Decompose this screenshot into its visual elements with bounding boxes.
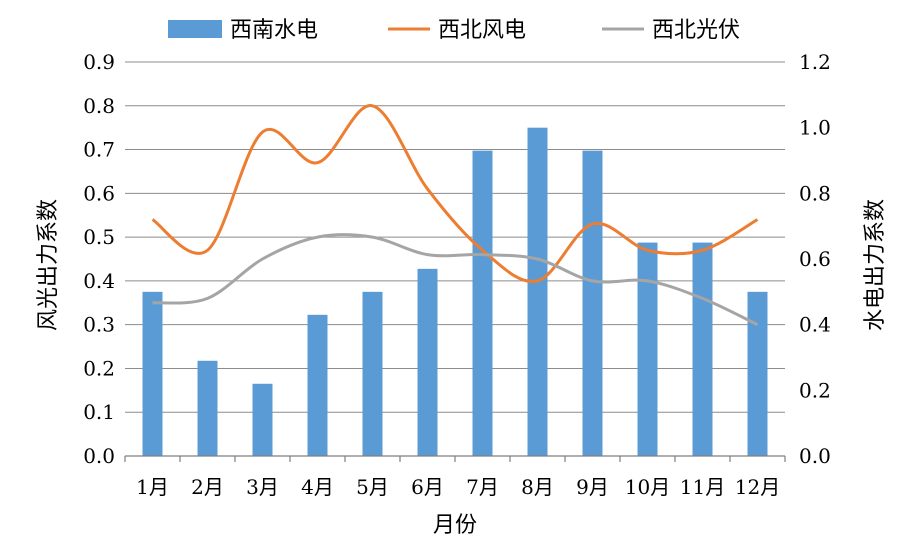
x-tick-label: 4月 (301, 475, 334, 499)
y-left-tick-label: 0.8 (83, 94, 115, 118)
y-right-tick-label: 0.4 (799, 313, 831, 337)
bar (692, 242, 713, 456)
x-tick-label: 2月 (191, 475, 224, 499)
y-left-tick-label: 0.4 (83, 269, 115, 293)
bar (527, 127, 548, 457)
y-left-tick-label: 0.5 (83, 225, 115, 249)
bar (472, 150, 493, 456)
bar (582, 150, 603, 456)
bar (362, 291, 383, 456)
x-tick-label: 8月 (521, 475, 554, 499)
wind-line (151, 104, 759, 283)
y-axis-left-title: 风光出力系数 (36, 199, 61, 331)
x-tick-label: 6月 (411, 475, 444, 499)
legend-label: 西北光伏 (652, 18, 740, 43)
x-tick-label: 9月 (576, 475, 609, 499)
axes: 0.0 0.1 0.2 0.3 0.4 0.5 0.6 0.7 0.8 0.9 0.0 0.2 0.4 0… (83, 50, 831, 499)
legend-label: 西南水电 (230, 18, 318, 43)
bar (637, 242, 658, 456)
y-right-tick-label: 0.6 (799, 247, 831, 271)
y-left-tick-label: 0.9 (83, 50, 115, 74)
y-right-tick-label: 0.2 (799, 378, 831, 402)
y-right-tick-label: 0.8 (799, 181, 831, 205)
x-tick-label: 12月 (735, 475, 780, 499)
x-tick-label: 3月 (246, 475, 279, 499)
legend-swatch-bar (168, 20, 222, 38)
y-left-tick-label: 0.0 (83, 444, 115, 468)
bar-series (142, 127, 768, 457)
bar (747, 291, 768, 456)
x-tick-label: 5月 (356, 475, 389, 499)
bar (307, 314, 328, 456)
bar (417, 268, 438, 456)
x-tick-label: 10月 (625, 475, 670, 499)
y-left-tick-label: 0.2 (83, 356, 115, 380)
y-axis-right-title: 水电出力系数 (863, 199, 888, 331)
y-right-tick-label: 1.0 (799, 116, 831, 140)
y-left-tick-label: 0.3 (83, 313, 115, 337)
line-series (151, 104, 759, 327)
legend-label: 西北风电 (438, 18, 526, 43)
y-right-tick-label: 1.2 (799, 50, 831, 74)
y-left-tick-label: 0.7 (83, 138, 115, 162)
x-tick-label: 11月 (680, 475, 725, 499)
x-tick-label: 7月 (466, 475, 499, 499)
bar (142, 291, 163, 456)
x-tick-label: 1月 (136, 475, 169, 499)
solar-line (152, 233, 759, 327)
legend: 西南水电 西北风电 西北光伏 (168, 18, 740, 43)
x-axis-title: 月份 (433, 513, 477, 538)
gridlines (125, 61, 785, 413)
y-right-tick-label: 0.0 (799, 444, 831, 468)
y-left-tick-label: 0.6 (83, 181, 115, 205)
y-left-tick-label: 0.1 (83, 400, 115, 424)
bar (197, 360, 218, 456)
bar (252, 383, 273, 456)
